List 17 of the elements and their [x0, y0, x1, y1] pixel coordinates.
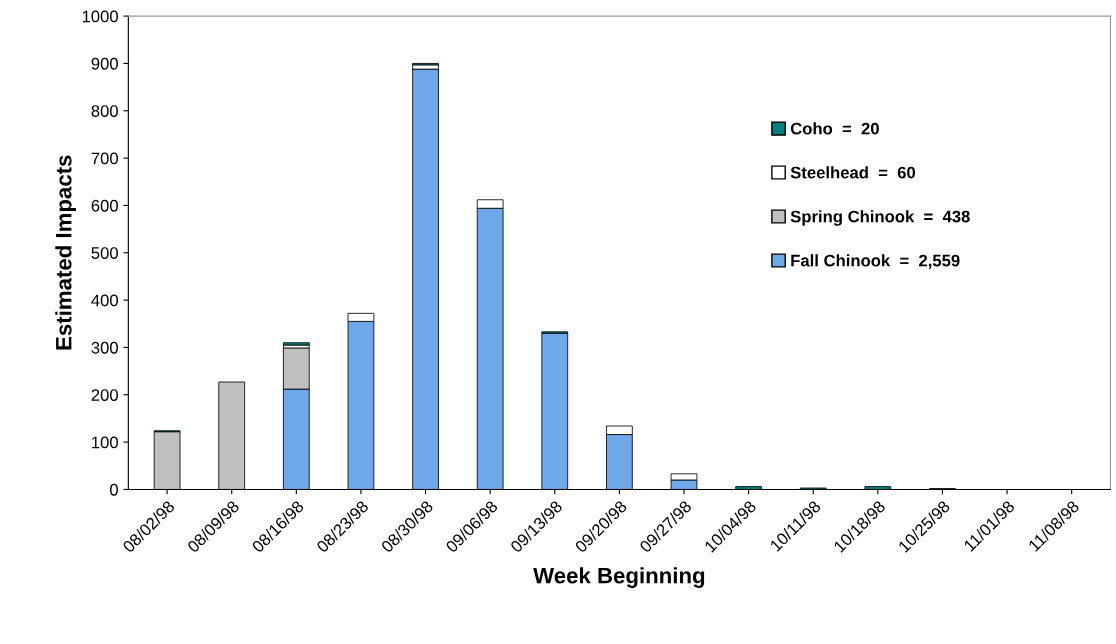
- y-tick-label: 700: [91, 152, 118, 165]
- y-tick-label: 100: [92, 436, 118, 449]
- y-tick-label: 900: [91, 57, 118, 70]
- y-axis-title: Estimated Impacts: [55, 155, 76, 350]
- x-axis-title: Week Beginning: [533, 567, 705, 588]
- legend-label: Steelhead = 60: [790, 166, 916, 179]
- y-tick-label: 300: [91, 341, 118, 354]
- legend-label: Coho = 20: [790, 122, 879, 135]
- y-tick-label: 400: [91, 294, 118, 307]
- y-tick-label: 600: [91, 199, 118, 212]
- y-tick-label: 0: [110, 483, 118, 496]
- y-tick-label: 200: [91, 389, 118, 401]
- legend-label: Spring Chinook = 438: [790, 210, 970, 226]
- y-tick-label: 500: [91, 247, 118, 259]
- y-tick-label: 800: [91, 105, 118, 117]
- legend-label: Fall Chinook = 2,559: [791, 254, 960, 269]
- y-tick-label: 1000: [82, 10, 118, 23]
